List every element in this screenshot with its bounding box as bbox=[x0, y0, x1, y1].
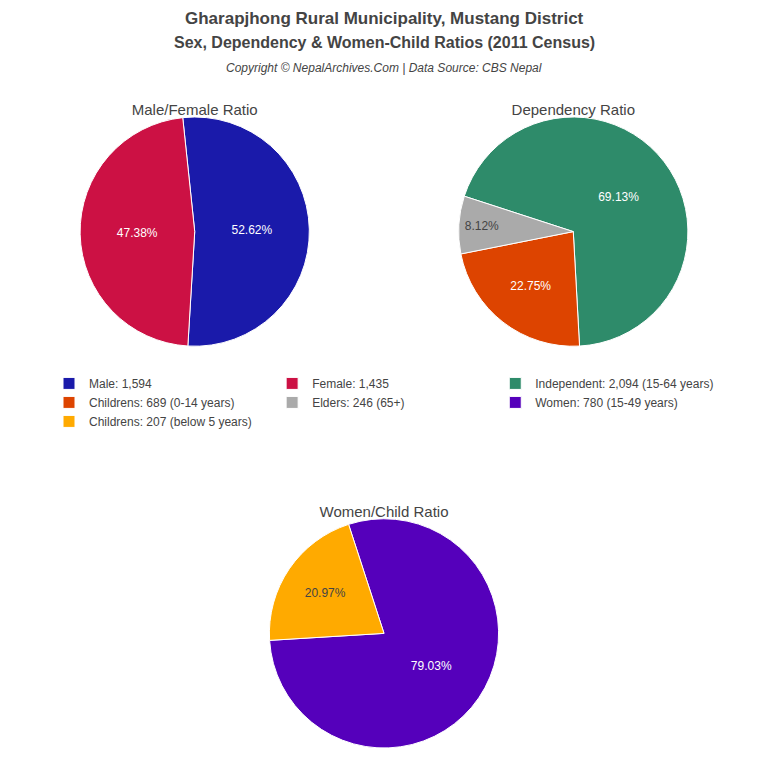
svg-text:79.03%: 79.03% bbox=[411, 659, 452, 673]
svg-text:20.97%: 20.97% bbox=[305, 586, 346, 600]
svg-text:69.13%: 69.13% bbox=[598, 190, 639, 204]
svg-text:22.75%: 22.75% bbox=[510, 279, 551, 293]
svg-text:Male/Female Ratio: Male/Female Ratio bbox=[132, 101, 258, 118]
svg-text:8.12%: 8.12% bbox=[465, 219, 499, 233]
svg-text:Dependency Ratio: Dependency Ratio bbox=[512, 101, 635, 118]
svg-text:Women: 780 (15-49 years): Women: 780 (15-49 years) bbox=[535, 396, 678, 410]
svg-text:Elders: 246 (65+): Elders: 246 (65+) bbox=[312, 396, 404, 410]
svg-text:52.62%: 52.62% bbox=[232, 223, 273, 237]
svg-text:47.38%: 47.38% bbox=[117, 226, 158, 240]
svg-text:Childrens: 207 (below 5 years): Childrens: 207 (below 5 years) bbox=[89, 415, 252, 429]
svg-text:Childrens: 689 (0-14 years): Childrens: 689 (0-14 years) bbox=[89, 396, 234, 410]
svg-text:Copyright © NepalArchives.Com: Copyright © NepalArchives.Com | Data Sou… bbox=[226, 61, 542, 75]
svg-text:Sex, Dependency & Women-Child: Sex, Dependency & Women-Child Ratios (20… bbox=[174, 34, 595, 51]
svg-text:Gharapjhong Rural Municipality: Gharapjhong Rural Municipality, Mustang … bbox=[185, 9, 584, 28]
svg-text:Women/Child Ratio: Women/Child Ratio bbox=[320, 503, 449, 520]
svg-text:Independent: 2,094 (15-64 year: Independent: 2,094 (15-64 years) bbox=[535, 377, 713, 391]
svg-text:Male: 1,594: Male: 1,594 bbox=[89, 377, 152, 391]
svg-text:Female: 1,435: Female: 1,435 bbox=[312, 377, 389, 391]
